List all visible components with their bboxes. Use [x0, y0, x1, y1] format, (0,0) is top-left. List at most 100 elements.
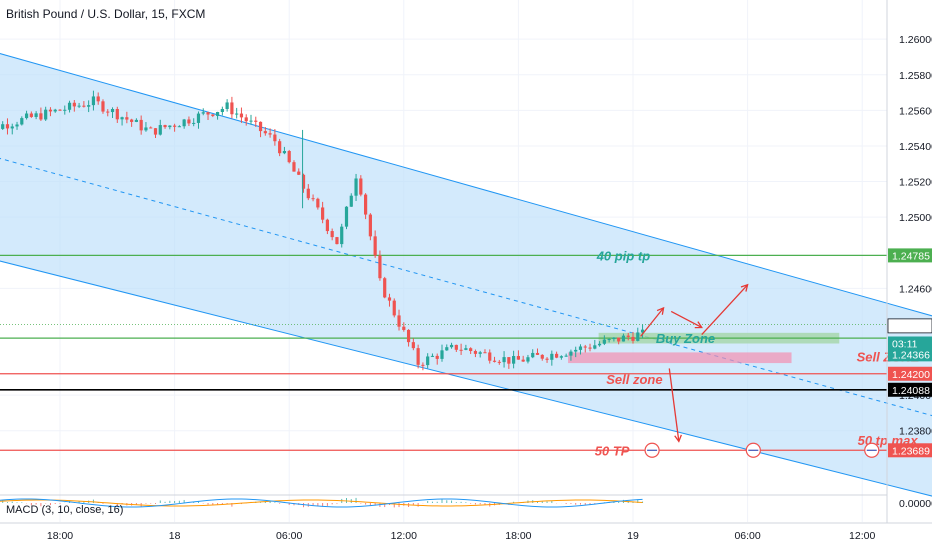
- event-marker[interactable]: [864, 442, 880, 458]
- price-tag[interactable]: [888, 382, 932, 397]
- candle-up: [340, 226, 344, 245]
- candle-up: [87, 105, 91, 107]
- annotation-sell-zone[interactable]: Sell zone: [606, 372, 662, 387]
- chart-title: British Pound / U.S. Dollar, 15, FXCM: [6, 7, 206, 21]
- candle-up: [120, 117, 124, 120]
- candle-up: [220, 108, 224, 112]
- event-marker[interactable]: [745, 442, 761, 458]
- candle-up: [440, 350, 444, 359]
- candle-down: [469, 348, 473, 352]
- channel-fill: [0, 53, 932, 497]
- x-tick-label: 06:00: [734, 530, 760, 542]
- candle-up: [24, 113, 29, 119]
- horizontal-levels[interactable]: [0, 254, 887, 451]
- candle-up: [602, 339, 606, 344]
- candle-down: [258, 121, 263, 132]
- candle-up: [449, 344, 454, 348]
- candle-down: [335, 237, 339, 245]
- candle-down: [244, 117, 248, 122]
- annotation-50-tp[interactable]: 50 TP: [595, 443, 630, 458]
- candle-up: [15, 124, 19, 127]
- arrow-up-small[interactable]: [640, 307, 665, 337]
- candle-down: [325, 219, 329, 232]
- candle-down: [364, 194, 368, 215]
- candle-down: [263, 131, 267, 134]
- candle-up: [344, 206, 349, 227]
- candle-down: [230, 102, 234, 115]
- price-tag-label[interactable]: 1.24088: [892, 385, 930, 397]
- y-tick-label: 1.26000: [899, 34, 932, 46]
- x-tick-label: 12:00: [849, 530, 875, 542]
- price-tag-label[interactable]: 1.24200: [892, 369, 930, 381]
- candle-down: [631, 336, 635, 341]
- event-marker[interactable]: [644, 442, 660, 458]
- candle-up: [225, 102, 229, 109]
- candle-down: [435, 355, 439, 359]
- candle-down: [239, 113, 244, 118]
- price-tag[interactable]: [888, 443, 932, 458]
- candle-down: [268, 133, 272, 135]
- candle-up: [478, 352, 482, 354]
- candle-up: [559, 356, 563, 358]
- arrow-buy-target-head[interactable]: [740, 283, 749, 292]
- candle-down: [316, 198, 320, 208]
- candle-down: [58, 109, 62, 111]
- arrow-sell-target-head[interactable]: [674, 434, 682, 443]
- candle-down: [454, 344, 458, 350]
- candle-down: [163, 125, 167, 128]
- price-tag[interactable]: [887, 318, 932, 334]
- arrow-right-small-head[interactable]: [694, 321, 703, 329]
- y-tick-label: 1.25200: [899, 177, 932, 189]
- price-tag[interactable]: [888, 347, 932, 362]
- candle-down: [507, 357, 511, 364]
- candle-up: [144, 127, 148, 131]
- y-tick-label: 1.25000: [899, 212, 932, 224]
- candle-down: [292, 162, 296, 172]
- price-tag-label[interactable]: 1.24785: [892, 250, 930, 262]
- price-tag-label[interactable]: 1.23689: [892, 445, 930, 457]
- candle-down: [82, 105, 86, 107]
- candle-down: [278, 141, 282, 154]
- channel-mid-line[interactable]: [0, 151, 932, 420]
- y-axis[interactable]: 1.26000 1.25800 1.25600 1.25400 1.25200 1.250…: [886, 0, 932, 523]
- arrow-buy-target[interactable]: [701, 284, 749, 336]
- candle-down: [406, 329, 411, 343]
- x-axis[interactable]: 18:00 18 06:00 12:00 18:00 19 06:00 12:00: [0, 522, 932, 542]
- macd-signal-line: [0, 499, 643, 507]
- candle-down: [115, 108, 119, 120]
- candle-up: [354, 178, 358, 196]
- channel-upper-line[interactable]: [0, 46, 932, 320]
- macd-legend: MACD (3, 10, close, 16): [6, 504, 124, 516]
- price-tag-label[interactable]: 1.24366: [892, 349, 930, 361]
- candle-up: [1, 124, 5, 129]
- candle-down: [540, 354, 544, 359]
- candle-down: [516, 356, 520, 360]
- candle-up: [636, 332, 640, 341]
- channel-lower-line[interactable]: [0, 255, 932, 501]
- candle-down: [359, 178, 363, 195]
- candle-down: [588, 347, 592, 349]
- candle-up: [502, 357, 506, 363]
- candle-up: [192, 122, 196, 124]
- price-tag[interactable]: [888, 336, 932, 351]
- sell-zone-rect[interactable]: [568, 352, 792, 364]
- candle-down: [39, 113, 43, 120]
- candle-up: [235, 113, 239, 115]
- candle-down: [535, 352, 540, 355]
- candle-up: [168, 125, 172, 128]
- arrow-up-small-head[interactable]: [656, 306, 665, 315]
- price-tag[interactable]: [888, 248, 932, 263]
- candle-up: [10, 126, 14, 129]
- arrow-sell-target[interactable]: [668, 368, 680, 442]
- annotation-40-pip-tp[interactable]: 40 pip tp: [596, 248, 651, 263]
- price-tag-label[interactable]: 1.24389: [892, 321, 930, 333]
- y-tick-label: 1.25800: [899, 70, 932, 82]
- regression-channel[interactable]: [0, 46, 932, 500]
- annotation-buy-zone[interactable]: Buy Zone: [656, 331, 715, 346]
- candle-up: [531, 352, 535, 358]
- candle-down: [149, 127, 153, 129]
- price-tag[interactable]: [888, 366, 932, 381]
- x-tick-label: 12:00: [391, 530, 417, 542]
- arrow-right-small[interactable]: [670, 310, 703, 329]
